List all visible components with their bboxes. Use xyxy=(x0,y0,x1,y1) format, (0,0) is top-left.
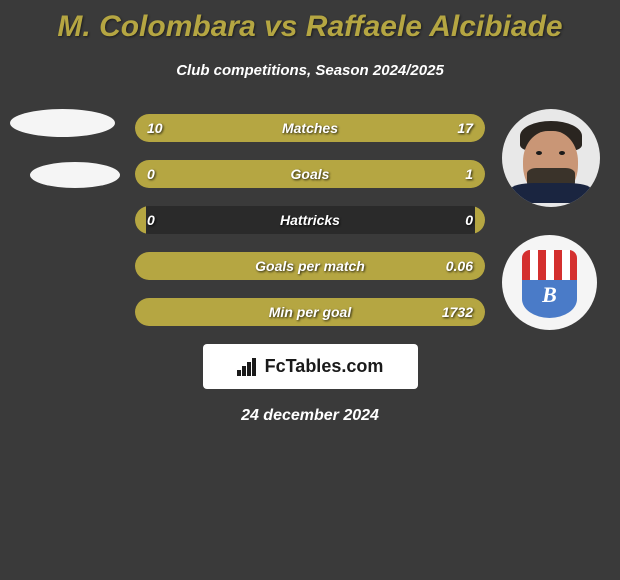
comparison-title: M. Colombara vs Raffaele Alcibiade xyxy=(0,0,620,44)
stat-row: Min per goal 1732 xyxy=(135,298,485,326)
stat-value-right: 1 xyxy=(465,166,473,182)
player1-team-placeholder xyxy=(30,162,120,188)
bar-fill-left xyxy=(135,206,146,234)
player1-photo-placeholder xyxy=(10,109,115,137)
brand-chart-icon xyxy=(237,358,259,376)
stats-container: B 10Matches170Goals10Hattricks0Goals per… xyxy=(0,109,620,326)
stat-label: Hattricks xyxy=(280,212,340,228)
stat-value-left: 0 xyxy=(147,166,155,182)
stat-value-right: 1732 xyxy=(442,304,473,320)
stat-value-right: 0.06 xyxy=(446,258,473,274)
stat-row: 0 Goals 1 xyxy=(135,160,485,188)
stat-value-right: 17 xyxy=(457,120,473,136)
right-player-badges: B xyxy=(502,109,600,330)
stat-row: 0 Hattricks 0 xyxy=(135,206,485,234)
player2-team-logo: B xyxy=(502,235,597,330)
stat-row: Goals per match 0.06 xyxy=(135,252,485,280)
stat-value-right: 0 xyxy=(465,212,473,228)
stat-value-left: 10 xyxy=(147,120,163,136)
footer-brand-logo: FcTables.com xyxy=(203,344,418,389)
bar-fill-left xyxy=(135,160,146,188)
stat-value-left: 0 xyxy=(147,212,155,228)
player2-photo xyxy=(502,109,600,207)
stat-label: Goals per match xyxy=(255,258,365,274)
team-logo-letter: B xyxy=(542,282,557,308)
season-subtitle: Club competitions, Season 2024/2025 xyxy=(0,62,620,79)
stat-bars: 10Matches170Goals10Hattricks0Goals per m… xyxy=(135,109,485,326)
brand-text: FcTables.com xyxy=(265,356,384,377)
stat-label: Min per goal xyxy=(269,304,351,320)
bar-fill-right xyxy=(475,206,486,234)
stat-row: 10 Matches 17 xyxy=(135,114,485,142)
stat-label: Matches xyxy=(282,120,338,136)
stat-label: Goals xyxy=(291,166,330,182)
left-player-badges xyxy=(10,109,120,188)
snapshot-date: 24 december 2024 xyxy=(0,407,620,425)
